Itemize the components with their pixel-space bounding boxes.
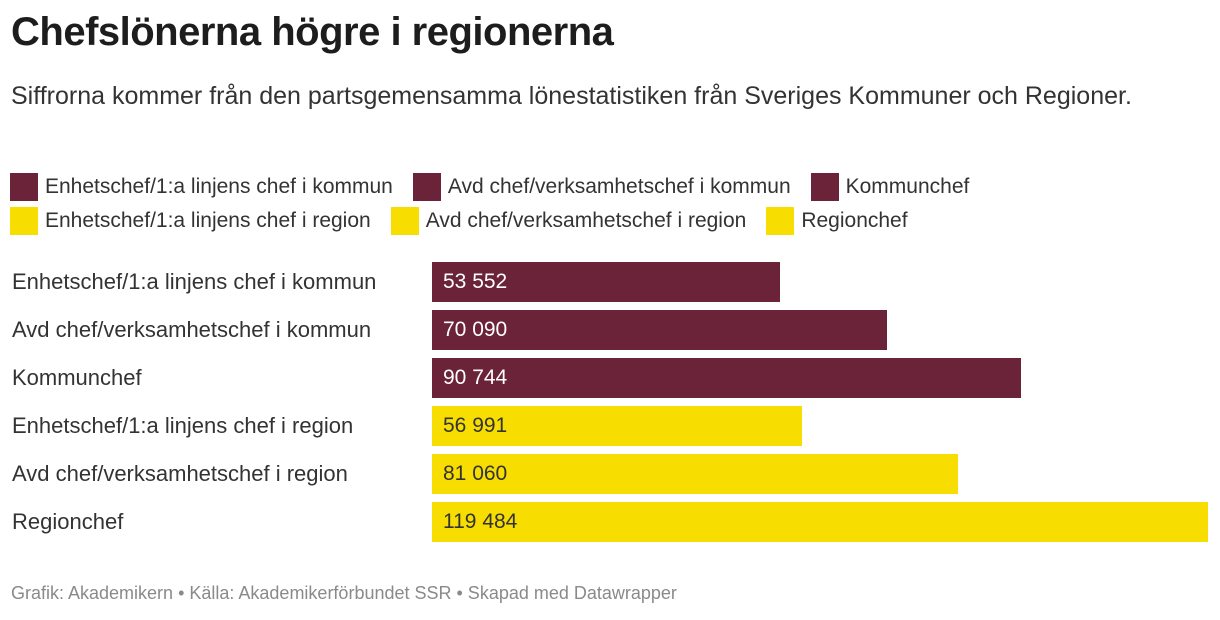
legend-swatch — [10, 173, 38, 201]
legend-label: Regionchef — [801, 209, 908, 232]
category-label: Regionchef — [12, 509, 124, 534]
bar — [432, 262, 780, 302]
bar-value-label: 119 484 — [443, 510, 518, 533]
legend-row-region: Enhetschef/1:a linjens chef i region Avd… — [10, 204, 1210, 238]
legend-item: Avd chef/verksamhetschef i kommun — [412, 173, 791, 201]
legend-label: Kommunchef — [845, 175, 970, 198]
bar — [432, 358, 1021, 398]
bar — [432, 454, 958, 494]
chart-subtitle: Siffrorna kommer från den partsgemensamm… — [11, 82, 1132, 110]
bar — [432, 310, 887, 350]
legend-swatch — [766, 207, 795, 235]
legend-swatch — [412, 173, 441, 201]
bar — [432, 406, 802, 446]
legend: Enhetschef/1:a linjens chef i kommun Avd… — [10, 170, 1210, 238]
chart-title: Chefslönerna högre i regionerna — [11, 10, 614, 54]
legend-label: Enhetschef/1:a linjens chef i region — [45, 209, 371, 232]
bar-value-label: 90 744 — [443, 366, 508, 389]
bar-value-label: 53 552 — [443, 270, 508, 293]
legend-swatch — [10, 207, 38, 235]
bar — [432, 502, 1208, 542]
category-label: Avd chef/verksamhetschef i region — [12, 461, 348, 486]
legend-item: Enhetschef/1:a linjens chef i region — [10, 207, 371, 235]
legend-item: Enhetschef/1:a linjens chef i kommun — [10, 173, 393, 201]
legend-item: Avd chef/verksamhetschef i region — [390, 207, 747, 235]
category-label: Enhetschef/1:a linjens chef i region — [12, 413, 354, 438]
category-label: Enhetschef/1:a linjens chef i kommun — [12, 269, 377, 294]
bar-chart: Enhetschef/1:a linjens chef i kommun 53 5… — [0, 260, 1220, 550]
legend-label: Avd chef/verksamhetschef i region — [425, 209, 747, 232]
legend-swatch — [390, 207, 419, 235]
legend-label: Avd chef/verksamhetschef i kommun — [447, 175, 791, 198]
legend-item: Regionchef — [766, 207, 908, 235]
category-label: Kommunchef — [12, 365, 142, 390]
legend-item: Kommunchef — [810, 173, 970, 201]
legend-label: Enhetschef/1:a linjens chef i kommun — [45, 175, 393, 198]
legend-swatch — [810, 173, 839, 201]
bar-value-label: 70 090 — [443, 318, 508, 341]
category-label: Avd chef/verksamhetschef i kommun — [12, 317, 372, 342]
bar-value-label: 56 991 — [443, 414, 508, 437]
legend-row-kommun: Enhetschef/1:a linjens chef i kommun Avd… — [10, 170, 1210, 204]
bar-value-label: 81 060 — [443, 462, 508, 485]
footer-credits: Grafik: Akademikern • Källa: Akademikerf… — [11, 583, 677, 603]
